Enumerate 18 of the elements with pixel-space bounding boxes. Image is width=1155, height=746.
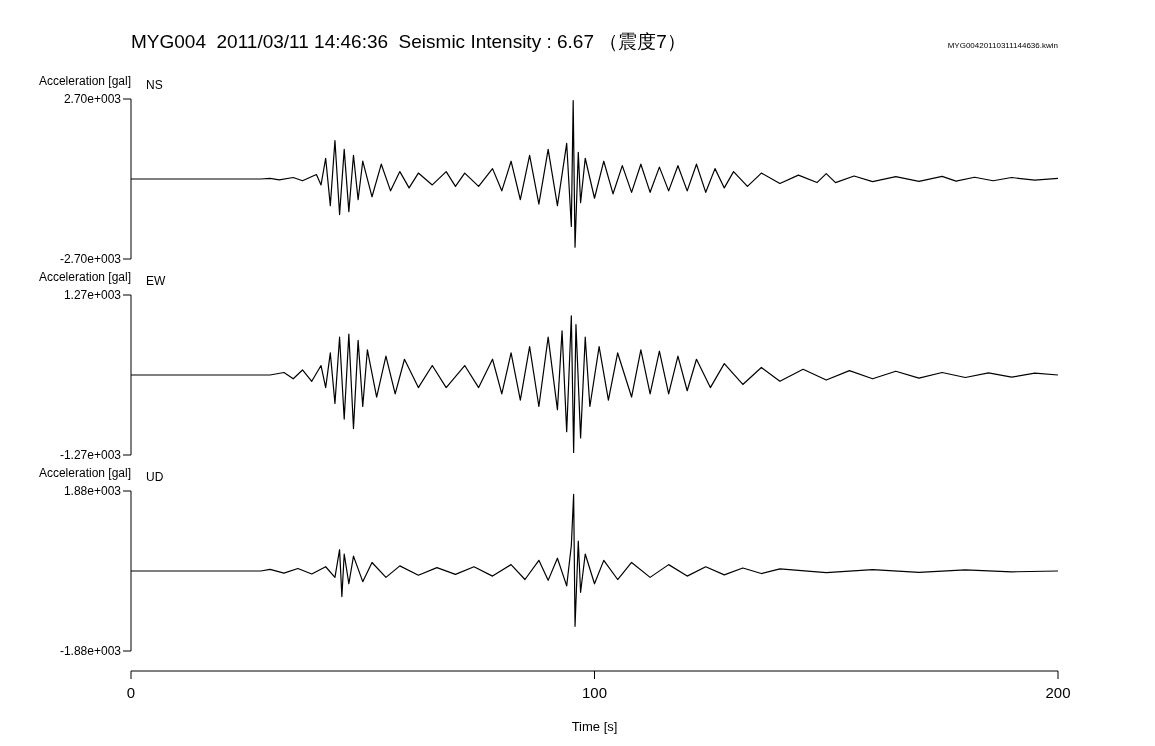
y-tick-label: 1.27e+003 <box>63 288 122 302</box>
y-axis-title: Acceleration [gal] <box>38 466 131 480</box>
chart-subtitle: EW <box>146 274 166 288</box>
x-axis-title: Time [s] <box>571 719 618 734</box>
y-tick-label: -2.70e+003 <box>59 252 122 266</box>
text: MYG00420110311144636.kwin <box>947 41 1058 50</box>
chart-subtitle: NS <box>146 78 163 92</box>
x-tick-label: 100 <box>581 684 608 701</box>
y-tick-label: 2.70e+003 <box>63 92 122 106</box>
chart-title: MYG004 2011/03/11 14:46:36 Seismic Intensity : 6.67 （震度7） <box>131 31 686 52</box>
y-axis-title: Acceleration [gal] <box>38 74 131 88</box>
y-tick-label: 1.88e+003 <box>63 484 122 498</box>
chart-subtitle: UD <box>146 470 164 484</box>
y-tick-label: -1.27e+003 <box>59 448 122 462</box>
y-tick-label: -1.88e+003 <box>59 644 122 658</box>
x-tick-label: 0 <box>126 684 136 701</box>
y-axis-title: Acceleration [gal] <box>38 270 131 284</box>
x-tick-label: 200 <box>1045 684 1071 701</box>
